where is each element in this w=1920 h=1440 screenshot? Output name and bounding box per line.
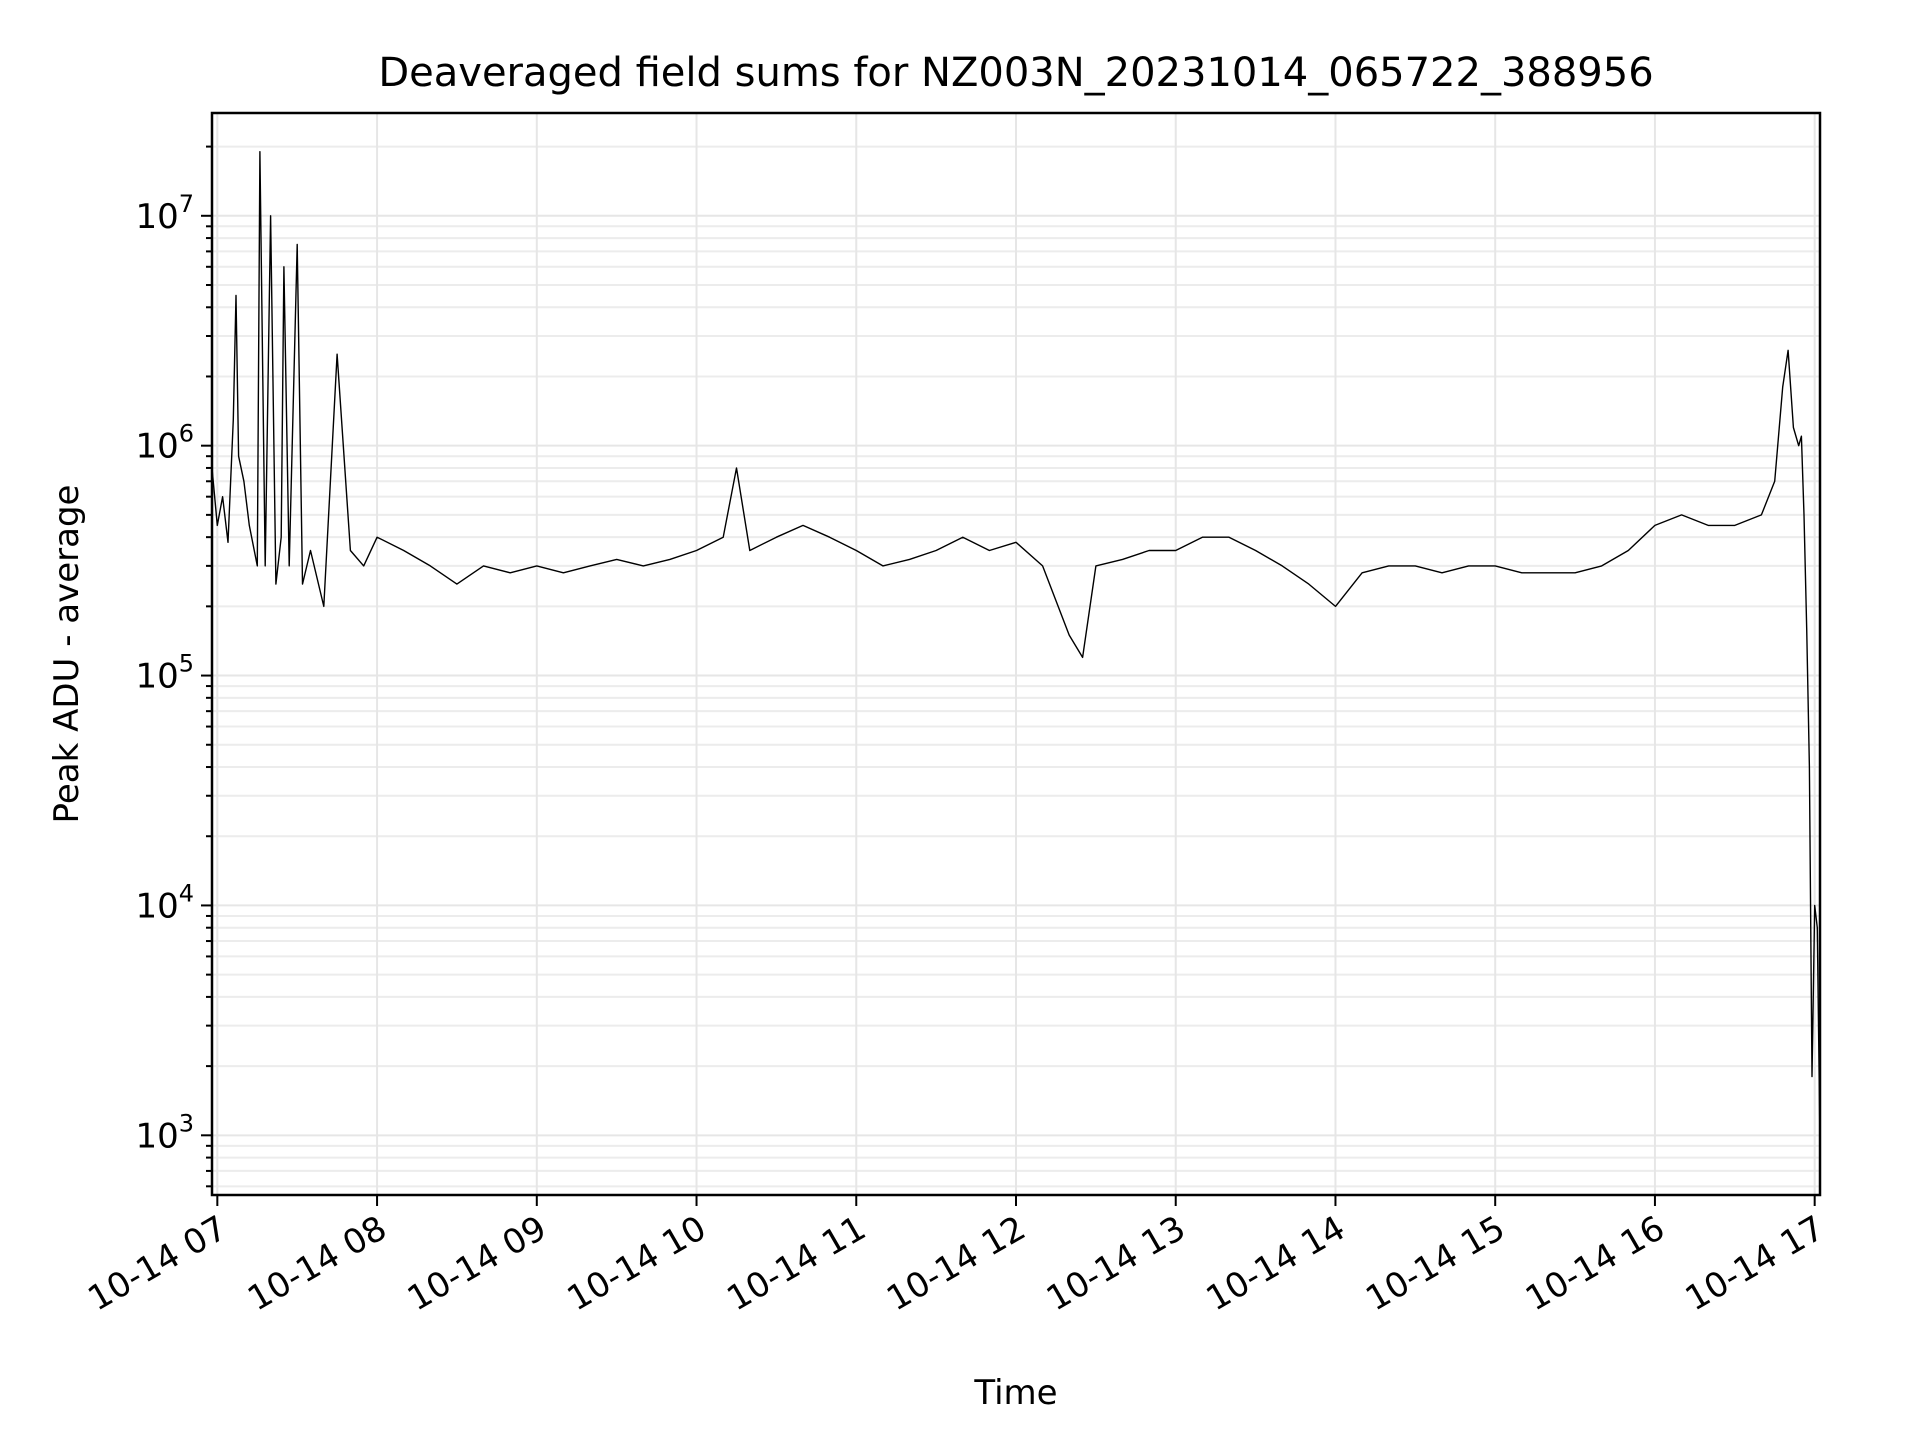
x-axis: 10-14 07 10-14 08 10-14 09 10-14 10 10-14 11… (81, 1195, 1831, 1319)
x-tick-label: 10-14 10 (561, 1208, 713, 1319)
x-tick-label: 10-14 16 (1519, 1208, 1671, 1319)
x-tick-label: 10-14 08 (241, 1208, 393, 1319)
y-tick-label: 106 (135, 420, 194, 467)
y-axis: 103 104 105 106 107 (135, 145, 212, 1188)
x-axis-label: Time (973, 1373, 1057, 1413)
series-layer (211, 150, 1821, 1146)
y-tick-label: 103 (135, 1109, 194, 1156)
y-tick-label: 105 (135, 650, 194, 697)
chart-title: Deaveraged field sums for NZ003N_2023101… (378, 50, 1653, 96)
grid (212, 113, 1820, 1195)
x-tick-label: 10-14 12 (880, 1208, 1032, 1319)
x-tick-label: 10-14 13 (1040, 1208, 1192, 1319)
series-line (211, 150, 1821, 1146)
x-tick-label: 10-14 11 (720, 1208, 872, 1319)
x-tick-label: 10-14 09 (401, 1208, 553, 1319)
x-tick-label: 10-14 07 (81, 1208, 233, 1319)
x-tick-label: 10-14 14 (1200, 1208, 1352, 1319)
y-axis-label: Peak ADU - average (47, 485, 87, 824)
y-tick-label: 107 (135, 190, 194, 237)
y-tick-label: 104 (135, 879, 194, 926)
x-tick-label: 10-14 17 (1679, 1208, 1831, 1319)
x-tick-label: 10-14 15 (1359, 1208, 1511, 1319)
